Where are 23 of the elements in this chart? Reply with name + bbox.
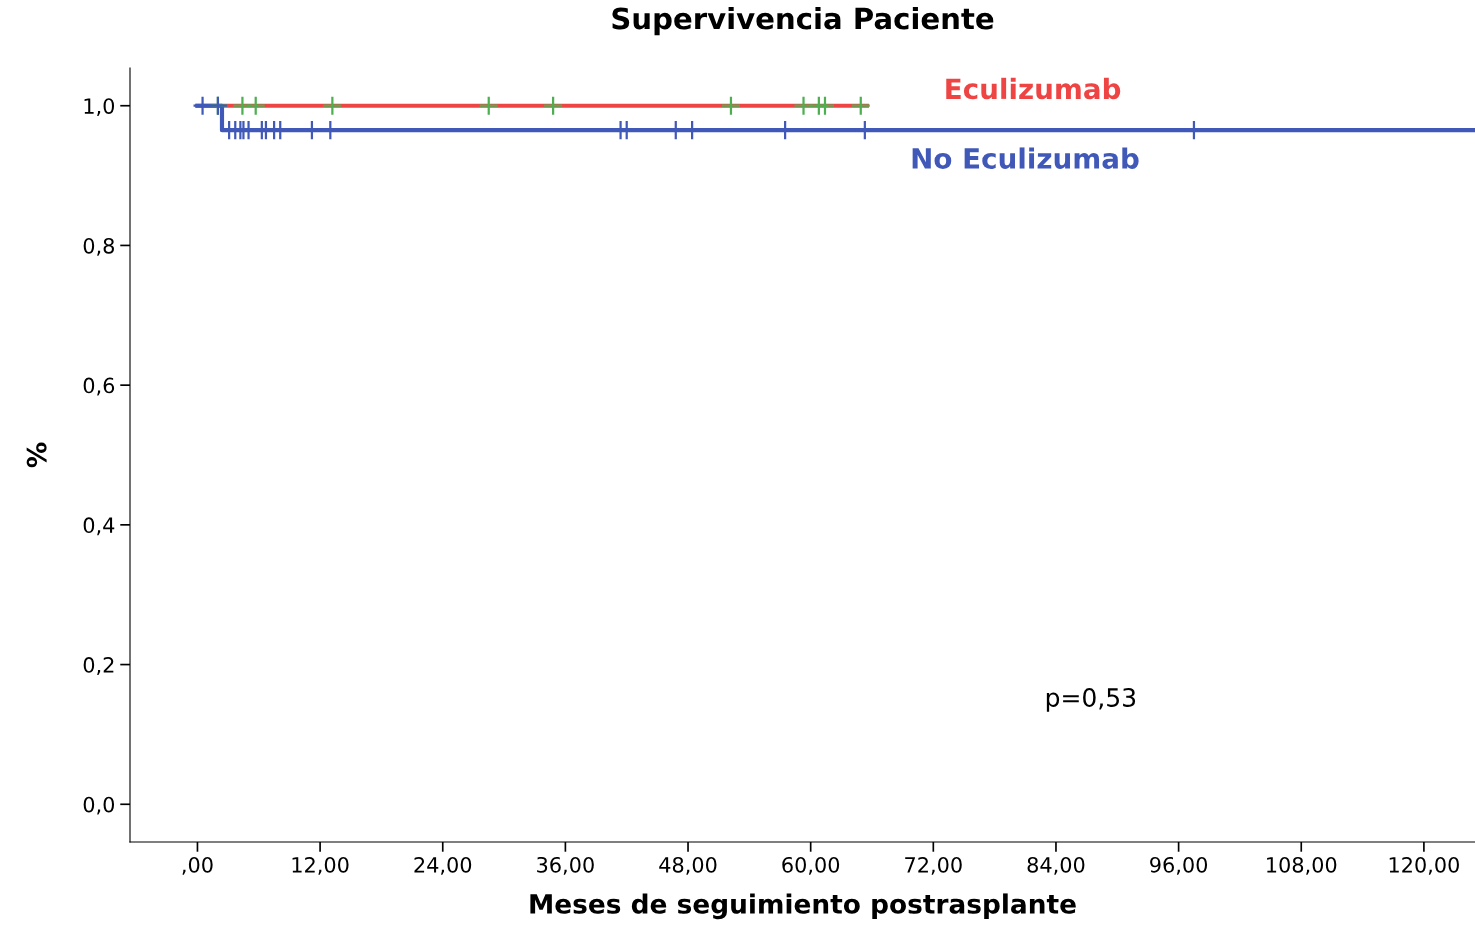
y-tick-label: 0,6 — [83, 377, 115, 396]
x-tick-label: 96,00 — [1150, 856, 1208, 875]
x-tick-label: 108,00 — [1267, 856, 1337, 875]
x-tick-label: 12,00 — [292, 856, 349, 875]
series-label: No Eculizumab — [912, 147, 1139, 169]
annotation: p=0,53 — [1046, 688, 1136, 712]
x-tick-label: 24,00 — [414, 856, 472, 875]
y-tick-label: 1,0 — [84, 98, 115, 117]
y-tick-label: 0,4 — [83, 517, 115, 536]
y-tick-label: 0,2 — [83, 657, 114, 675]
y-axis-title: % — [26, 442, 47, 468]
x-tick-label: 60,00 — [782, 856, 840, 875]
x-tick-label: 48,00 — [659, 856, 717, 875]
x-axis-title: Meses de seguimiento postrasplante — [530, 893, 1076, 920]
x-tick-label: ,00 — [182, 856, 213, 875]
y-tick-label: 0,8 — [83, 237, 114, 256]
text: Eculizumab — [946, 77, 1121, 100]
x-tick-label: 36,00 — [537, 856, 594, 875]
x-tick-label: 72,00 — [905, 856, 962, 875]
x-tick-label: 120,00 — [1389, 856, 1459, 875]
x-tick-label: 84,00 — [1027, 856, 1085, 875]
y-tick-label: 0,0 — [83, 796, 115, 815]
chart-title: Supervivencia Paciente — [612, 6, 994, 36]
